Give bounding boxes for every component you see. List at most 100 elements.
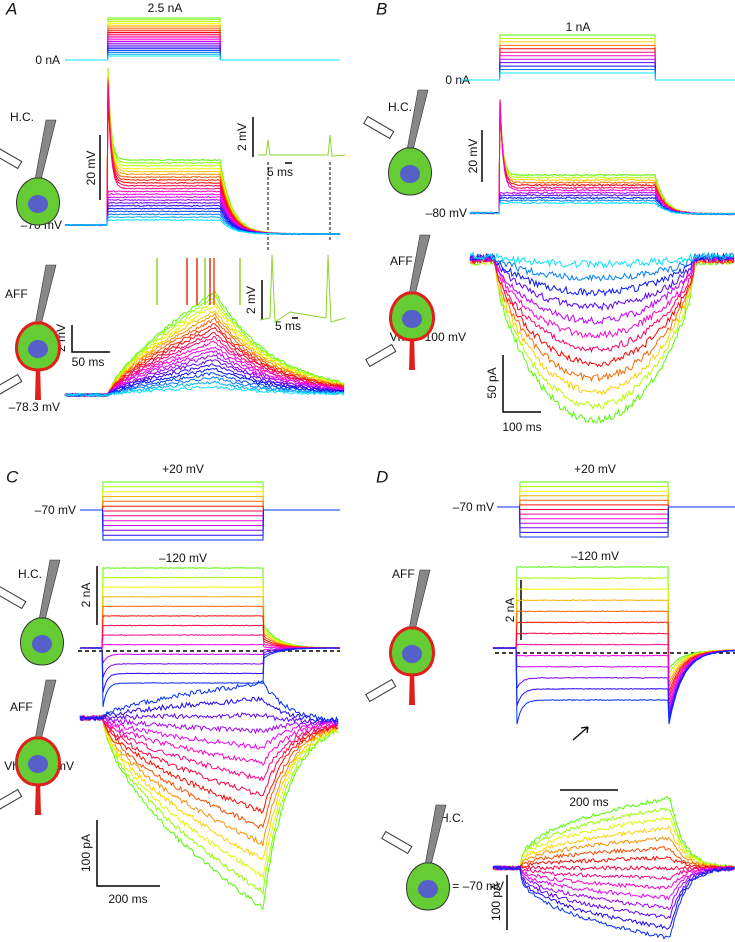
trace: [497, 486, 735, 508]
trace: [64, 73, 341, 235]
trace: [492, 865, 735, 901]
trace: [497, 506, 735, 533]
trace: [469, 257, 735, 424]
trace: [64, 215, 341, 236]
axon: [409, 668, 415, 705]
electrode: [0, 373, 23, 398]
scale-label: 2 nA: [503, 598, 517, 623]
trace: [79, 715, 339, 861]
trace: [497, 506, 735, 515]
trace: [492, 865, 735, 919]
trace: [79, 715, 339, 847]
trace: [460, 41, 735, 81]
step-label: 1 nA: [566, 20, 591, 34]
trace: [492, 632, 735, 697]
trace: [79, 714, 339, 750]
step-label: –120 mV: [571, 549, 619, 563]
pipette: [406, 89, 429, 151]
trace: [79, 715, 339, 814]
traces: [0, 17, 735, 940]
nucleus: [28, 195, 48, 213]
electrode: [365, 678, 397, 703]
trace: [492, 577, 735, 676]
scale-label: 50 pA: [485, 367, 499, 398]
trace: [80, 505, 340, 511]
baseline-label: 0 nA: [445, 73, 470, 87]
step-label: +20 mV: [574, 462, 616, 476]
trace: [79, 595, 341, 649]
trace: [493, 846, 735, 871]
trace: [492, 647, 735, 725]
pipette: [34, 119, 57, 181]
trace: [492, 566, 735, 670]
scale-label: 20 mV: [466, 139, 480, 174]
holding-label: –70 mV: [453, 500, 494, 514]
cell-label: AFF: [10, 700, 33, 714]
scale-bar: [96, 820, 160, 887]
step-label: 2.5 nA: [148, 1, 183, 15]
trace: [64, 340, 345, 398]
pipette: [34, 264, 57, 326]
cell-label: H.C.: [10, 110, 34, 124]
trace: [79, 566, 341, 650]
scale-bar: [71, 325, 110, 353]
trace: [492, 865, 735, 910]
scale-label: 5 ms: [267, 165, 293, 179]
trace: [64, 372, 345, 398]
electrode: [363, 115, 395, 140]
trace: [469, 256, 735, 396]
electrode: [0, 145, 23, 170]
potential-label: –78.3 mV: [9, 400, 60, 414]
trace: [492, 610, 735, 688]
trace: [80, 500, 340, 511]
trace: [469, 254, 735, 354]
trace: [492, 796, 735, 871]
electrode: [0, 585, 27, 610]
trace: [469, 254, 735, 339]
electrode: [365, 343, 397, 368]
trace: [79, 647, 341, 707]
nucleus: [418, 880, 438, 898]
electrode: [381, 830, 413, 855]
trace: [80, 509, 340, 536]
trace: [80, 509, 340, 531]
nucleus: [402, 310, 422, 328]
trace: [65, 39, 340, 61]
scale-label: 20 mV: [84, 151, 98, 186]
nucleus: [32, 635, 52, 653]
panel-label: C: [6, 467, 19, 486]
electrode: [0, 788, 23, 813]
scale-label: 100 ms: [502, 420, 541, 434]
trace: [469, 256, 735, 382]
trace: [64, 86, 341, 236]
scale-label: 100 pA: [79, 834, 93, 872]
scale-label: 200 ms: [108, 892, 147, 906]
trace: [64, 67, 341, 236]
trace: [497, 506, 735, 538]
trace: [64, 69, 340, 236]
trace: [79, 605, 341, 649]
trace: [492, 864, 735, 871]
trace: [460, 69, 735, 81]
trace: [492, 647, 735, 711]
trace: [79, 715, 339, 797]
trace: [460, 62, 735, 81]
axon: [35, 363, 41, 400]
arrow: [572, 726, 589, 741]
trace: [64, 83, 341, 236]
cell-label: AFF: [5, 287, 28, 301]
trace: [79, 715, 339, 782]
nucleus: [402, 645, 422, 663]
scale-label: 100 pA: [489, 883, 503, 921]
cell-label: AFF: [392, 567, 415, 581]
trace: [492, 816, 735, 872]
trace: [469, 251, 735, 269]
panel-label: A: [5, 0, 17, 18]
trace: [79, 576, 340, 649]
trace: [258, 134, 346, 157]
baseline-label: 0 nA: [35, 53, 60, 67]
trace: [492, 599, 735, 684]
trace: [79, 680, 339, 724]
trace: [79, 714, 339, 895]
nucleus: [28, 755, 48, 773]
